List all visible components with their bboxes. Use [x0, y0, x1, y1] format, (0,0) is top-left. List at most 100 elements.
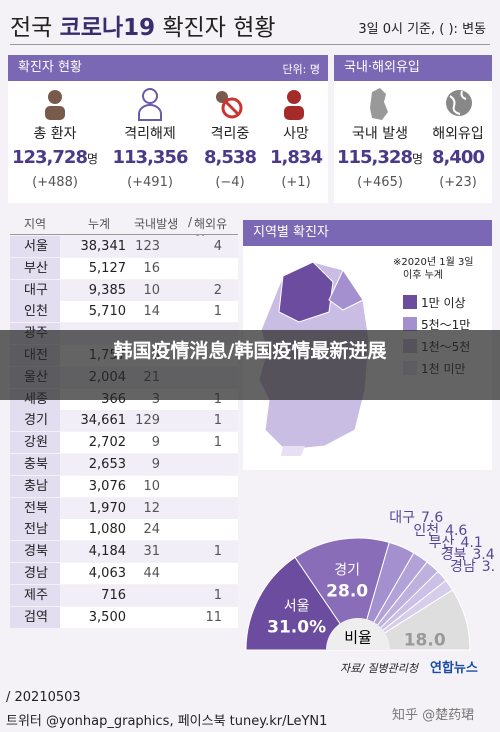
table-row: 경북 4,184 31 1 — [10, 541, 238, 563]
note-line: 이후 누계 — [403, 270, 443, 281]
icon-globe — [446, 90, 472, 116]
stat-number: 8,400 — [432, 147, 485, 168]
slice-value: 3.3 — [482, 559, 495, 575]
cell: 34,661 — [80, 413, 127, 429]
pie-slice — [245, 556, 359, 651]
legend-label: 1만 이상 — [421, 296, 466, 310]
map-east — [328, 268, 364, 311]
cell: 1 — [213, 435, 222, 451]
cell: 1 — [213, 544, 222, 560]
note: 3일 0시 기준, ( ): 변동 — [358, 22, 486, 37]
th: 국내발생 — [134, 217, 179, 231]
slice-value: 18.0 — [404, 631, 446, 651]
cell: 10 — [143, 282, 160, 298]
cell: 14 — [143, 304, 160, 320]
cell: 44 — [143, 566, 160, 581]
region-bg — [10, 432, 60, 454]
cell: 31 — [143, 544, 160, 560]
map-capital — [278, 261, 334, 323]
social: 트위터 @yonhap_graphics, 페이스북 tuney.kr/LeYN… — [6, 714, 328, 729]
cell: 24 — [143, 522, 160, 538]
region: 충남 — [24, 478, 48, 494]
region-bg — [10, 454, 60, 475]
watermark: 知乎 @楚药珺 — [392, 708, 475, 723]
slice-value: 28.0 — [326, 581, 368, 601]
region: 전북 — [24, 500, 48, 516]
table-row: 부산 5,127 16 — [10, 257, 238, 279]
region-bg — [10, 475, 60, 497]
stat-label: 사망 — [283, 126, 309, 142]
region-bg — [10, 257, 60, 279]
slice-value: 4.6 — [445, 523, 467, 539]
stat-value: 113,356 — [102, 147, 198, 168]
cell: 9 — [151, 435, 160, 451]
region: 검역 — [24, 609, 48, 625]
region: 대구 — [24, 282, 48, 298]
region: 강원 — [24, 435, 48, 451]
cell: 9,385 — [88, 282, 126, 298]
status-panel: 확진자 현황 단위: 명 — [8, 55, 328, 203]
stat-label: 국내 발생 — [352, 126, 408, 142]
title-a: 전국 — [10, 15, 53, 41]
rule — [10, 44, 490, 45]
table-row: 전남 1,080 24 — [10, 519, 238, 541]
region-bg — [10, 301, 60, 323]
legend-label: 5천～1만 — [421, 318, 471, 332]
table-header: 지역 누계 국내발생 / 해외유입 — [10, 212, 238, 248]
date: / 20210503 — [6, 690, 81, 705]
source: 자료/ 질병관리청 — [340, 662, 419, 675]
unit: 단위: 명 — [282, 63, 320, 76]
title: 전국 코로나19 확진자 현황 — [10, 8, 276, 42]
region: 경남 — [24, 566, 48, 581]
slice-label: 경북 — [441, 547, 467, 563]
cell: 123 — [135, 239, 160, 254]
region: 부산 — [24, 260, 48, 276]
stat-change: (−4) — [215, 175, 245, 190]
region: 전남 — [24, 522, 48, 538]
center-label: 비율 — [344, 629, 372, 647]
region: 경북 — [24, 544, 48, 560]
region-bg — [10, 541, 60, 563]
region-bg — [10, 410, 60, 432]
slice-label: 경남 — [450, 559, 476, 575]
cell: 11 — [205, 609, 222, 625]
table-row: 제주 716 1 — [10, 584, 238, 606]
pie-chart: 서울 31.0% 경기 28.0 대구 7.6인천 4.6부산 4.1경북 3.4경남 3.3 18… — [245, 510, 495, 652]
stat-label: 해외유입 — [432, 126, 484, 142]
slice-label: 부산 — [429, 535, 455, 551]
map-jeju — [281, 446, 305, 456]
region: 충북 — [24, 457, 48, 472]
table-row: 인천 5,710 14 1 — [10, 301, 238, 323]
stat-number: 113,356 — [112, 147, 189, 168]
cell: 12 — [143, 500, 160, 516]
cell: 3,076 — [88, 478, 126, 494]
slice-label: 경기 — [334, 562, 360, 578]
table-row: 검역 3,500 11 — [10, 606, 238, 628]
brand: 연합뉴스 — [430, 661, 478, 676]
stat-label: 격리해제 — [124, 126, 176, 142]
region: 인천 — [24, 304, 48, 320]
cell: 38,341 — [80, 239, 127, 254]
stat-number: 8,538 — [204, 147, 257, 168]
cell: 1 — [213, 304, 222, 320]
title-b: 코로나19 — [59, 15, 156, 41]
cell: 1 — [213, 587, 222, 603]
title-c: 확진자 현황 — [162, 15, 276, 41]
cell: 2 — [213, 282, 222, 298]
legend-item: 1만 이상 — [403, 294, 466, 311]
stat-label: 격리중 — [210, 126, 250, 142]
table-row: 대구 9,385 10 2 — [10, 279, 238, 301]
region-bg — [10, 584, 60, 606]
stat-number: 1,834 — [270, 147, 323, 168]
slice-label: 서울 — [284, 599, 310, 615]
map-title: 지역별 확진자 — [243, 220, 492, 246]
cell: 16 — [143, 260, 160, 276]
cell: 10 — [143, 478, 160, 494]
stat-value: 8,400 — [410, 147, 500, 168]
stat-suffix: 명 — [411, 152, 424, 166]
note-line: ※2020년 1월 3일 — [393, 257, 474, 268]
cell: 4 — [213, 239, 222, 254]
legend-swatch — [403, 295, 417, 309]
table-row: 충북 2,653 9 — [10, 454, 238, 475]
cell: 2,653 — [88, 457, 126, 472]
